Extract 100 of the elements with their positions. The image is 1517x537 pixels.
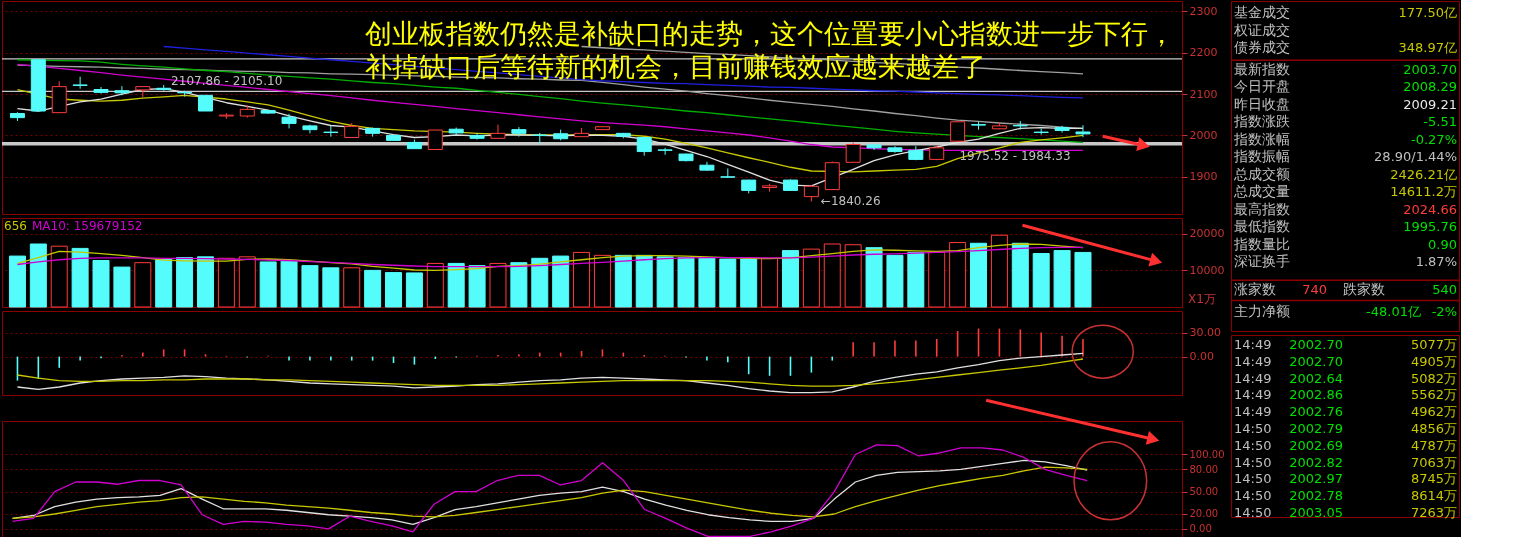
data-label: 4905万 [1410, 353, 1457, 369]
bar [259, 261, 277, 308]
bar [238, 256, 256, 308]
data-label: 8745万 [1410, 471, 1457, 487]
bar [761, 257, 779, 308]
category-label: 最高指数 [1234, 200, 1290, 217]
candlestick [511, 126, 527, 138]
bar [990, 234, 1008, 308]
category-label: 最新指数 [1234, 60, 1290, 77]
band-label: 1975.52 - 1984.33 [959, 148, 1071, 163]
bar [635, 254, 653, 308]
bar [698, 257, 716, 308]
bar [1053, 250, 1071, 308]
text: -2% [1431, 303, 1457, 319]
bar [343, 267, 361, 308]
annotation: ←1840.26 [820, 194, 881, 209]
data-label: 2003.05 [1289, 505, 1343, 520]
y-tick-label: 0.00 [1189, 523, 1212, 535]
candlestick [845, 141, 861, 163]
candlestick [72, 76, 88, 90]
data-label: 7263万 [1410, 505, 1457, 520]
bar [155, 258, 173, 308]
data-label: 5562万 [1410, 387, 1457, 403]
text: 656 [4, 219, 27, 233]
text: 2008.29 [1403, 79, 1457, 95]
data-label: 2002.76 [1289, 404, 1343, 420]
y-tick-label: 2200 [1189, 46, 1218, 60]
bar [573, 251, 591, 308]
bar [970, 242, 988, 308]
data-label: 2002.82 [1289, 454, 1343, 470]
data-label: 5082万 [1410, 370, 1457, 386]
category-label: 指数振幅 [1233, 148, 1290, 165]
text: -48.01亿 [1366, 303, 1421, 319]
y-tick-label: 80.00 [1189, 463, 1219, 475]
bar [510, 262, 528, 308]
category-label: 总成交额 [1233, 165, 1290, 182]
candlestick [1075, 124, 1091, 138]
data-label: 4856万 [1410, 421, 1457, 436]
data-label: 2002.69 [1289, 437, 1343, 453]
bar [29, 243, 47, 308]
bar [385, 272, 403, 308]
bar [865, 247, 883, 308]
data-label: 2002.70 [1289, 353, 1343, 369]
bar [656, 256, 674, 308]
category-label: 14:50 [1234, 471, 1272, 487]
bar [196, 256, 214, 308]
text: 2426.21亿 [1390, 166, 1457, 182]
category-label: 14:50 [1234, 505, 1272, 520]
category-label: 14:49 [1234, 337, 1272, 352]
annotation: 创业板指数仍然是补缺口的走势，这个位置要小心指数进一步下行， [365, 17, 1176, 49]
data-label: 2002.78 [1289, 488, 1343, 504]
y-tick-label: 50.00 [1189, 486, 1219, 498]
category-label: 跌家数 [1343, 280, 1385, 297]
bar [134, 262, 152, 308]
text: 2003.70 [1403, 61, 1457, 77]
y-tick-label: 100.00 [1189, 448, 1225, 460]
bar [113, 266, 131, 308]
category-label: 指数涨跌 [1233, 113, 1290, 130]
candlestick [427, 129, 443, 150]
data-label: 4787万 [1410, 437, 1457, 453]
text: 348.97亿 [1398, 39, 1457, 55]
bar [614, 254, 632, 308]
data-label: 2002.97 [1289, 471, 1343, 487]
bar [949, 242, 967, 308]
category-label: 债券成交 [1234, 38, 1290, 55]
y-tick-label: 0.00 [1189, 350, 1214, 364]
data-label: 2002.70 [1289, 337, 1343, 352]
bar [531, 257, 549, 308]
text: 0.90 [1428, 236, 1457, 252]
category-label: 深证换手 [1234, 253, 1290, 270]
bar [677, 257, 695, 308]
text: 1995.76 [1403, 219, 1457, 235]
candlestick [636, 136, 652, 157]
line-series [16, 352, 1084, 394]
data-label: 4962万 [1410, 404, 1457, 420]
bar [426, 262, 444, 308]
data-label: 7063万 [1410, 454, 1457, 470]
candlestick [657, 147, 673, 156]
text: 2009.21 [1403, 96, 1457, 112]
bar [301, 265, 319, 308]
category-label: 总成交量 [1233, 183, 1290, 200]
candlestick [950, 121, 966, 143]
bar [593, 254, 611, 308]
text: 2024.66 [1403, 201, 1457, 217]
category-label: 最低指数 [1234, 218, 1290, 235]
bar [280, 260, 298, 308]
category-label: 14:50 [1234, 454, 1272, 470]
y-tick-label: 2100 [1189, 87, 1218, 101]
category-label: 指数量比 [1233, 235, 1290, 252]
bar [176, 257, 194, 308]
bar [928, 251, 946, 308]
category-label: 14:49 [1234, 353, 1272, 369]
bar [1074, 251, 1092, 308]
line-series [11, 444, 1088, 537]
bar [1011, 242, 1029, 308]
y-tick-label: 30.00 [1189, 326, 1221, 340]
text: 540 [1432, 281, 1457, 297]
y-tick-label: 20000 [1189, 227, 1225, 241]
y-tick-label: 10000 [1189, 263, 1225, 277]
category-label: 主力净额 [1234, 302, 1290, 319]
